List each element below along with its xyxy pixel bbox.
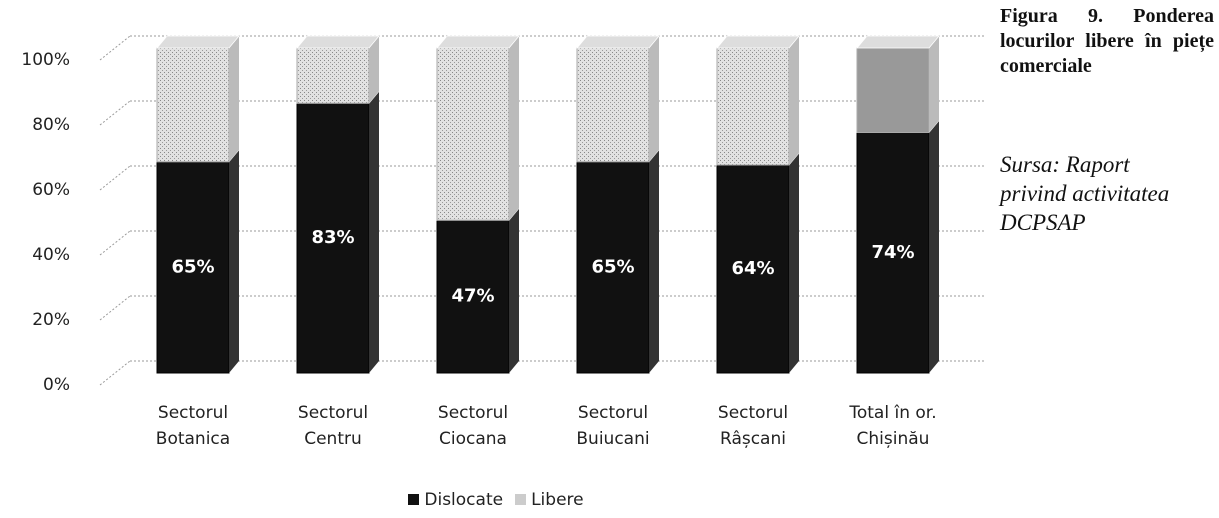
value-label: 83% <box>311 227 354 248</box>
bar-segment <box>296 47 370 104</box>
grid-line-side <box>99 360 131 386</box>
bar-segment <box>576 47 650 163</box>
figure-caption: Figura 9. Ponderea locurilor libere în p… <box>1000 5 1214 77</box>
bar-segment <box>436 219 510 374</box>
bar-side <box>509 208 519 373</box>
x-tick-label: Sectorul Ciocana <box>437 403 509 449</box>
value-label: 64% <box>731 258 774 279</box>
bar-segment <box>856 47 930 133</box>
legend-swatch <box>515 494 527 505</box>
x-tick-label: Sectorul Buiucani <box>576 403 650 449</box>
value-label: 65% <box>591 256 634 277</box>
bar-segment <box>856 132 930 374</box>
legend-label: Libere <box>531 490 584 510</box>
chart: 0% 20% 40% 60% 80% 100% 65% 83% 47% 65% 64% 74% <box>21 35 985 395</box>
y-tick-label: 40% <box>32 245 70 265</box>
grid-line-side <box>99 295 131 321</box>
grid-line-side <box>99 100 131 126</box>
bar-side <box>229 36 239 162</box>
bar-side <box>789 36 799 165</box>
x-tick-label: Sectorul Botanica <box>155 403 231 449</box>
bar-top <box>576 35 660 49</box>
grid-line-side <box>99 35 131 61</box>
legend: Dislocate Libere <box>0 490 980 510</box>
bar-side <box>649 36 659 162</box>
bar-side <box>649 149 659 373</box>
bar-top <box>856 35 940 49</box>
source-note: Sursa: Raport privind activitatea DCPSAP <box>1000 152 1170 235</box>
bar-segment <box>716 164 790 374</box>
bar-side <box>789 153 799 373</box>
value-label: 47% <box>451 286 494 307</box>
value-label: 74% <box>871 242 914 263</box>
bar-top <box>296 35 380 49</box>
x-tick-label: Sectorul Centru <box>297 403 369 449</box>
bar-segment <box>436 47 510 221</box>
y-tick-label: 100% <box>21 50 70 70</box>
bar-top <box>156 35 240 49</box>
bar-side <box>929 36 939 133</box>
y-tick-label: 80% <box>32 115 70 135</box>
grid-line-side <box>99 230 131 256</box>
bar-segment <box>156 47 230 163</box>
bar-side <box>929 120 939 373</box>
bar-side <box>369 91 379 373</box>
bar-side <box>369 36 379 104</box>
legend-swatch <box>408 494 420 505</box>
y-tick-label: 60% <box>32 180 70 200</box>
grid-line-side <box>99 165 131 191</box>
y-tick-label: 0% <box>43 375 70 395</box>
bar-segment <box>296 102 370 374</box>
y-tick-label: 20% <box>32 310 70 330</box>
bar-side <box>509 36 519 221</box>
legend-label: Dislocate <box>424 490 504 510</box>
bar-side <box>229 149 239 373</box>
x-tick-label: Sectorul Râșcani <box>717 403 789 449</box>
x-tick-label: Total în or. Chișinău <box>849 403 937 449</box>
bar-top <box>716 35 800 49</box>
bar-segment <box>716 47 790 166</box>
bar-top <box>436 35 520 49</box>
value-label: 65% <box>171 256 214 277</box>
